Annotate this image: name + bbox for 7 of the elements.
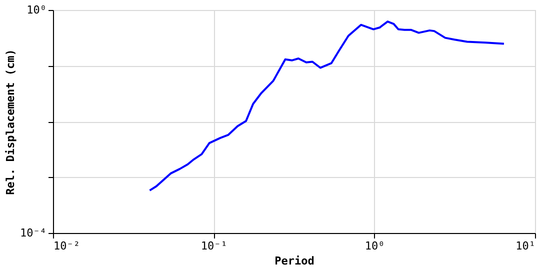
x-tick-label: 10⁰ (364, 240, 385, 252)
x-tick-label: 10⁻² (54, 240, 80, 252)
y-axis-title: Rel. Displacement (cm) (4, 49, 18, 195)
x-axis-title: Period (274, 254, 314, 268)
x-tick-label: 10¹ (516, 240, 536, 252)
y-tick-label: 10⁻⁴ (20, 226, 46, 240)
x-tick-label: 10⁻¹ (200, 240, 228, 252)
